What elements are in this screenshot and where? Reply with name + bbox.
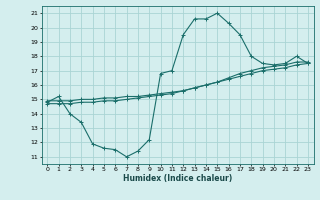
X-axis label: Humidex (Indice chaleur): Humidex (Indice chaleur) <box>123 174 232 183</box>
